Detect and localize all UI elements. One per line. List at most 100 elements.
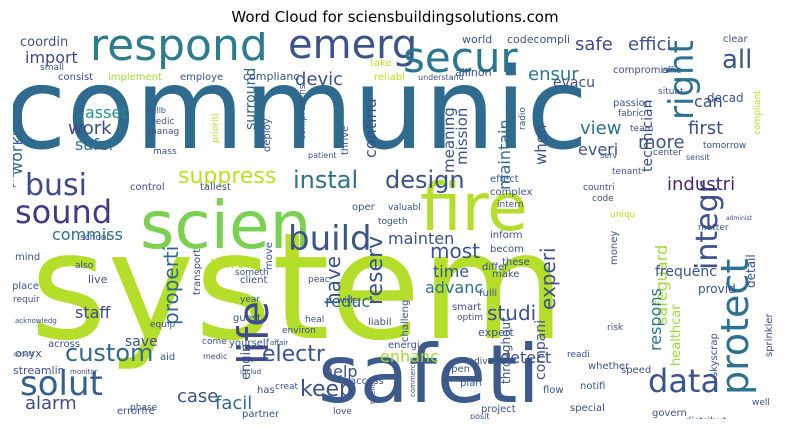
word-continu: continu: [361, 98, 380, 158]
word-help: help: [323, 362, 358, 381]
word-prioriti: prioriti: [211, 113, 221, 143]
word-protect: protect: [713, 259, 757, 395]
word-inform: inform: [490, 230, 522, 241]
word-affair: affair: [270, 339, 288, 347]
word-radio: radio: [518, 107, 528, 130]
word-evacu: evacu: [553, 75, 595, 91]
word-small: small: [40, 63, 64, 73]
word-comprehens: comprehens: [298, 84, 308, 140]
word-when: when: [532, 124, 550, 165]
word-tomorrow: tomorrow: [703, 141, 746, 151]
word-special: special: [570, 403, 605, 414]
word-can: can: [694, 92, 723, 111]
word-mass: mass: [153, 147, 177, 157]
word-offic: offic: [662, 66, 681, 76]
word-meaning: meaning: [440, 107, 458, 173]
word-clear: clear: [723, 34, 749, 45]
word-part: part: [210, 253, 243, 272]
word-across: across: [48, 339, 80, 350]
word-secur: secur: [403, 33, 518, 82]
word-data: data: [648, 362, 720, 400]
word-situat: situat: [658, 87, 684, 97]
word-employe: employe: [180, 72, 223, 83]
word-code: code: [592, 194, 614, 204]
word-love: love: [333, 407, 352, 417]
word-integr: integr: [690, 180, 725, 270]
word-work: work: [68, 118, 112, 139]
word-countri: countri: [583, 183, 615, 193]
word-detail: detail: [744, 254, 758, 288]
word-move: move: [264, 242, 275, 270]
word-staff: staff: [75, 303, 111, 322]
word-asset: asset: [85, 103, 128, 122]
word-team: team: [630, 124, 653, 134]
word-cloud: communic system safeti scien fire respond emer…: [13, 32, 784, 419]
word-place: place: [13, 281, 39, 292]
word-studi: studi: [487, 301, 536, 325]
word-safeguard: safeguard: [652, 245, 671, 325]
word-whether: whether: [588, 361, 630, 372]
word-someth: someth: [235, 268, 269, 278]
word-effici: effici: [628, 34, 671, 55]
word-facil: facil: [215, 393, 252, 414]
word-reliabl: reliabl: [374, 72, 405, 83]
word-well: well: [752, 398, 770, 408]
word-has: has: [257, 385, 275, 396]
word-optim: optim: [457, 313, 483, 323]
word-tallest: tallest: [200, 182, 231, 193]
word-fire: fire: [420, 169, 528, 246]
word-govern: govern: [652, 408, 687, 419]
word-partner: partner: [242, 409, 280, 419]
word-sensit: sensit: [686, 153, 710, 162]
word-industri: industri: [667, 174, 735, 195]
word-properti: properti: [159, 246, 183, 325]
word-wide: wide: [337, 296, 359, 306]
word-safeti: safeti: [318, 328, 540, 419]
word-devic: devic: [295, 69, 343, 90]
word-respons: respons: [646, 288, 665, 351]
word-school: school: [80, 233, 109, 243]
word-mainten: mainten: [388, 229, 454, 248]
word-compromis: compromis: [613, 65, 668, 76]
word-build: build: [288, 219, 372, 259]
word-take: take: [370, 58, 392, 69]
word-energi: energi: [388, 340, 420, 351]
word-sprinkler: sprinkler: [764, 312, 775, 357]
word-togeth: togeth: [378, 217, 408, 227]
word-system: system: [30, 201, 565, 373]
word-keep: keep: [300, 377, 353, 402]
word-workplac: workplac: [13, 103, 26, 175]
word-come: come: [202, 337, 227, 347]
word-talent: talent: [369, 383, 377, 404]
word-codecompli: codecompli: [507, 33, 570, 46]
word-allinon: allinon: [455, 66, 492, 79]
word-open: open: [445, 364, 470, 375]
word-administ: administ: [726, 215, 753, 222]
word-consist: consist: [58, 72, 93, 83]
word-experi: experi: [536, 247, 560, 310]
word-have: have: [321, 256, 345, 305]
word-acknowledg: acknowledg: [15, 317, 57, 325]
word-thrive: thrive: [340, 126, 351, 155]
word-speed: speed: [621, 365, 651, 376]
word-becom: becom: [490, 244, 524, 255]
word-respond: respond: [90, 32, 268, 71]
word-implement: implement: [108, 72, 162, 83]
word-liabil: liabil: [368, 317, 392, 328]
word-control: control: [130, 182, 165, 193]
word-errorfre: errorfre: [117, 406, 155, 417]
word-peac: peac: [308, 275, 330, 285]
word-surround: surround: [243, 68, 259, 130]
word-scien: scien: [140, 187, 311, 264]
word-busi: busi: [25, 168, 87, 203]
word-heal: heal: [305, 315, 324, 325]
word-medic: medic: [203, 352, 227, 361]
word-healthcar: healthcar: [669, 304, 684, 366]
word-commerci: commerci: [409, 362, 417, 397]
word-remain: remain: [418, 375, 426, 400]
word-detect: detect: [500, 348, 551, 367]
word-everi: everi: [578, 140, 618, 159]
word-flow: flow: [543, 385, 564, 396]
word-safer: safer: [75, 135, 116, 154]
word-passion: passion: [613, 98, 651, 109]
